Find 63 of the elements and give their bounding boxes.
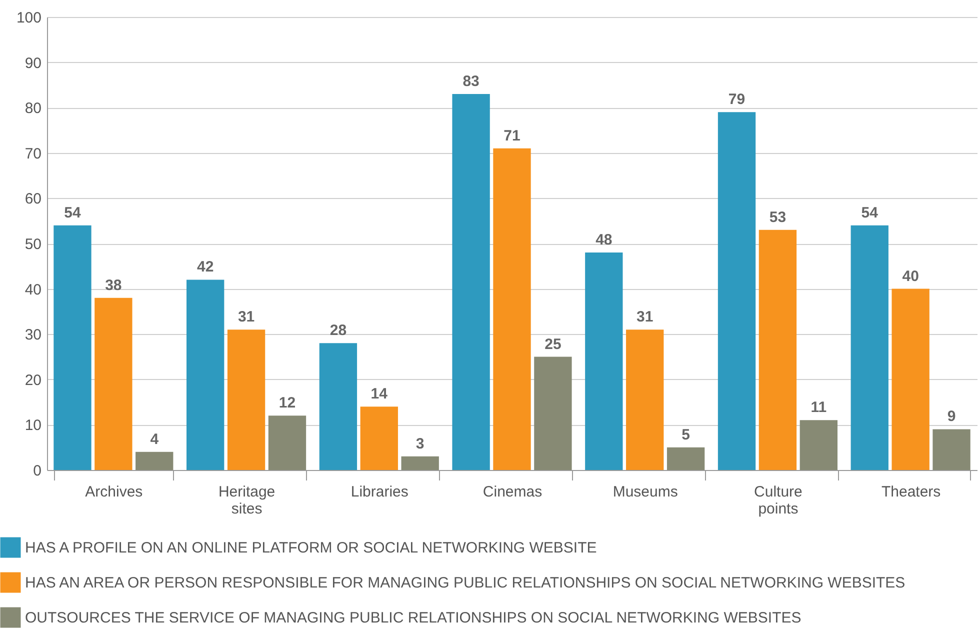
bar [360,406,398,470]
bar [800,420,838,470]
data-label: 38 [105,276,122,294]
bar [585,252,623,470]
bar [452,94,490,470]
bar [626,330,664,470]
data-label: 40 [902,268,919,285]
data-label: 79 [728,91,746,108]
y-tick-label: 0 [33,462,42,480]
y-tick-label: 50 [24,236,42,253]
bar [186,280,224,470]
bar [666,447,705,470]
y-tick-label: 80 [24,100,42,118]
bar [534,356,572,470]
y-tick-label: 90 [24,54,42,72]
data-label: 83 [462,73,480,90]
x-tick-label: Archives [85,484,143,500]
data-label: 28 [330,322,347,340]
data-label: 71 [504,127,520,144]
bar [932,429,970,470]
data-label: 14 [370,386,388,403]
data-label: 54 [861,204,879,222]
x-tick-label: Museums [612,484,678,500]
bar [892,288,930,470]
data-label: 54 [64,204,82,222]
bar [401,456,439,470]
data-label: 12 [278,394,296,412]
y-tick-label: 40 [24,281,42,298]
x-tick-label: Heritage sites [218,484,276,518]
legend-label: OUTSOURCES THE SERVICE OF MANAGING PUBLIC RELATIONSHIPS ON SOCIAL NETWORKING WEBSITES [25,610,802,626]
bar [54,225,92,470]
data-label: 25 [544,336,562,353]
y-tick-label: 30 [24,326,42,344]
bar [94,298,132,470]
x-tick-label: Cinemas [482,484,542,500]
data-label: 31 [636,308,654,326]
data-label: 3 [416,435,424,452]
y-tick-label: 60 [24,190,42,208]
y-tick-label: 20 [24,372,42,389]
legend-label: HAS AN AREA OR PERSON RESPONSIBLE FOR MANAGING PUBLIC RELATIONSHIPS ON SOCIAL NETWORKING WEBSITES [25,574,906,592]
data-label: 42 [196,258,214,276]
data-label: 53 [769,208,786,226]
data-label: 48 [596,232,612,249]
bar [227,330,266,470]
y-tick-label: 10 [24,417,42,434]
bar [758,230,797,470]
data-label: 9 [947,408,956,426]
data-label: 4 [150,430,160,448]
bar [493,148,531,470]
data-label: 11 [810,399,827,416]
bar [850,225,888,470]
bar [136,452,174,470]
x-tick-label: Libraries [350,484,408,500]
bar [268,416,306,470]
x-tick-label: Culture points [754,484,802,518]
legend-label: HAS A PROFILE ON AN ONLINE PLATFORM OR SOCIAL NETWORKING WEBSITE [25,540,597,556]
bar [718,112,756,470]
y-tick-label: 100 [16,10,42,26]
data-label: 5 [682,426,690,444]
y-tick-label: 70 [24,145,42,162]
x-tick-label: Theaters [881,484,941,500]
data-label: 31 [238,308,255,326]
bar [319,343,358,470]
